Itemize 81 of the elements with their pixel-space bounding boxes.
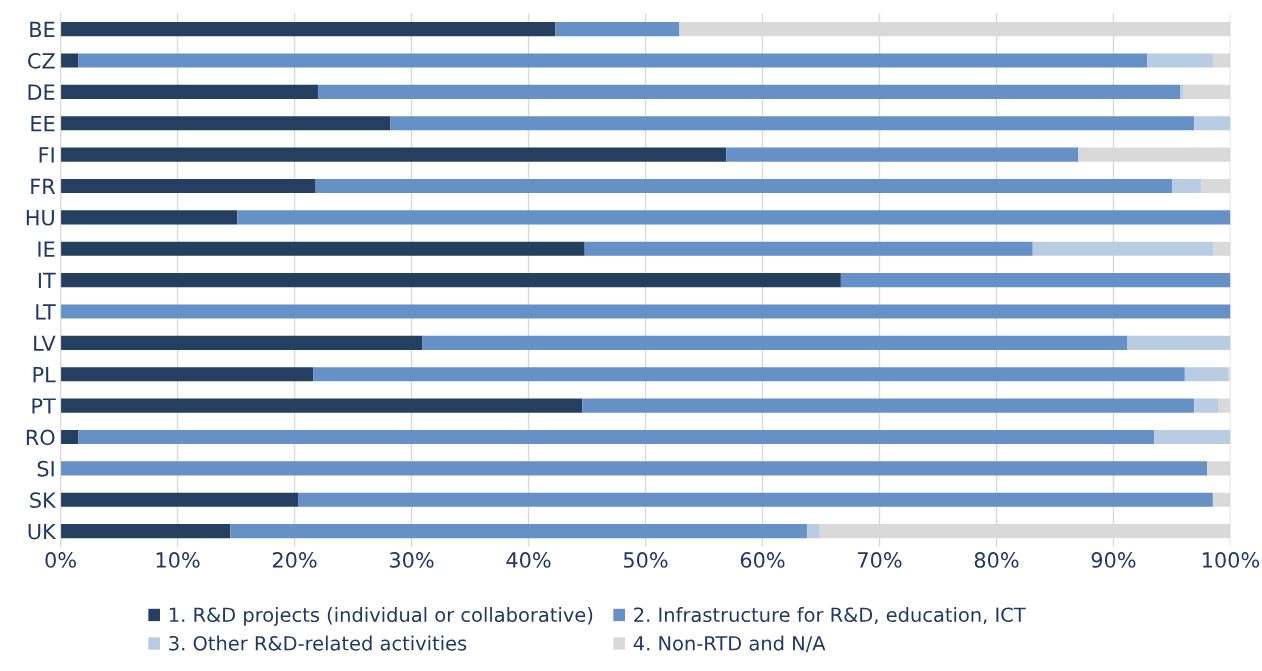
legend-label: 2. Infrastructure for R&D, education, ICT (634, 607, 1026, 625)
bar (840, 273, 1231, 288)
bar (726, 147, 1079, 162)
y-tick-label: SK (30, 492, 57, 509)
x-tick-label: 0% (45, 552, 76, 568)
x-tick-label: 60% (740, 552, 785, 568)
bar (78, 53, 1148, 68)
y-tick-label: BE (30, 21, 55, 38)
legend-label: 3. Other R&D-related activities (169, 635, 467, 651)
x-tick-label: 100% (1202, 552, 1260, 568)
bar (60, 492, 299, 507)
bar (317, 84, 1181, 99)
x-tick-label: 10% (156, 552, 200, 568)
bar (60, 241, 585, 256)
bar (60, 524, 231, 539)
x-tick-label: 40% (506, 552, 551, 568)
bar (60, 116, 391, 131)
bar (230, 524, 807, 539)
bar (1032, 241, 1213, 256)
x-tick-label: 80% (974, 552, 1019, 568)
bar (298, 492, 1213, 507)
y-tick-label: IE (38, 241, 55, 257)
y-tick-label: FR (31, 178, 56, 194)
bar (1183, 84, 1231, 99)
bar (582, 398, 1195, 413)
x-tick-label: 70% (858, 552, 902, 568)
bar (60, 367, 314, 382)
x-tick-label: 50% (623, 552, 668, 568)
bar (60, 178, 316, 194)
bar (78, 429, 1155, 445)
y-tick-label: IT (38, 272, 56, 289)
bar (60, 147, 727, 162)
bar (60, 22, 556, 37)
bar (1154, 429, 1231, 445)
y-tick-label: PL (33, 367, 56, 383)
x-tick-label: 30% (389, 552, 434, 568)
y-tick-label: CZ (28, 52, 55, 69)
y-tick-label: UK (28, 523, 57, 540)
bar (60, 461, 1208, 476)
bar (584, 241, 1033, 256)
bar (1207, 461, 1231, 476)
legend-label: 1. R&D projects (individual or collaborative) (169, 607, 593, 626)
y-tick-label: EE (31, 115, 55, 132)
bar (422, 335, 1128, 350)
bar (1201, 178, 1231, 194)
bar (1212, 241, 1231, 256)
y-tick-label: PT (32, 398, 56, 414)
bar (60, 210, 238, 225)
bar (60, 304, 1231, 319)
y-tick-label: HU (26, 210, 54, 226)
legend-label: 4. Non-RTD and N/A (633, 635, 826, 653)
x-tick-label: 90% (1091, 552, 1136, 568)
bar (1212, 53, 1231, 68)
x-tick-label: 20% (272, 552, 317, 568)
bar (1171, 178, 1202, 194)
bar (1218, 398, 1231, 413)
bar (60, 53, 79, 68)
bar (1194, 116, 1231, 131)
bar (1212, 492, 1231, 507)
bar (313, 367, 1185, 382)
bar (390, 116, 1195, 131)
bar (60, 429, 79, 445)
y-tick-label: LV (34, 335, 56, 351)
bar (60, 335, 423, 350)
y-tick-label: RO (26, 429, 55, 446)
bar (315, 178, 1172, 194)
bar (60, 273, 841, 288)
bar (555, 22, 680, 37)
bar (1184, 367, 1229, 382)
bar (1127, 335, 1231, 350)
bar (237, 210, 1231, 225)
bar (1194, 398, 1219, 413)
bar (806, 524, 820, 539)
bar (60, 398, 583, 413)
bar (1180, 84, 1184, 99)
y-tick-label: SI (37, 460, 54, 477)
y-tick-label: FI (39, 147, 54, 163)
bar (60, 84, 318, 99)
bar (1147, 53, 1213, 68)
y-tick-label: DE (28, 84, 55, 100)
y-tick-label: LT (36, 304, 56, 320)
